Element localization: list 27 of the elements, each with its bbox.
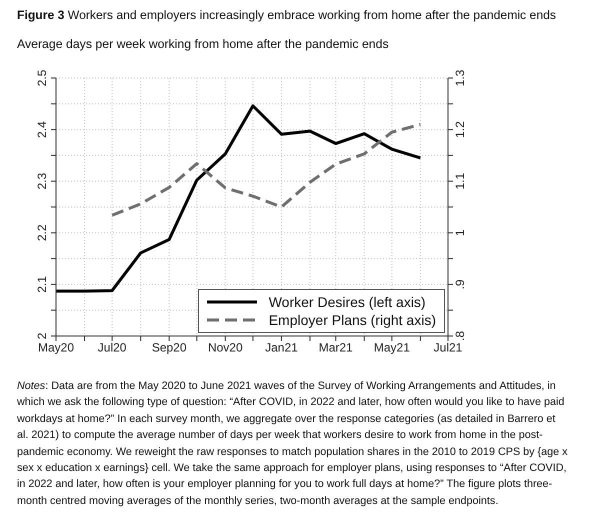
y2-tick-label: 1.2 — [453, 120, 467, 138]
y-tick-label: 2.4 — [35, 120, 49, 138]
x-tick-label: Nov20 — [208, 340, 243, 355]
chart-subtitle: Average days per week working from home after the pandemic ends — [17, 37, 389, 51]
y2-tick-label: .8 — [453, 330, 467, 342]
y-tick-label: 2.1 — [35, 276, 49, 293]
legend-label: Worker Desires (left axis) — [268, 294, 426, 310]
x-tick-label: Sep20 — [152, 340, 187, 355]
text: Notes: Data are from the May 2020 to June 2021 waves of the Survey of Working Arrangements and Attitudes, in which we ask the following type of question: “After COVID, in 2022 and later, how often would you like to have paid workdays at home?” In each survey month, we aggregate over the response categories (as detailed in Barrero et al. 2021) to compute the average number of days per week that workers desire to work from home in the post-pandemic economy. We reweight the raw responses to match population shares in the 2010 to 2019 CPS by {age x sex x education x earnings} cell. We take the same approach for employer plans, using responses to “After COVID, in 2022 and later, how often is your employer planning for you to work full days at home?” The figure plots three-month centred moving averages of the monthly series, two-month averages at the sample endpoints. — [17, 380, 568, 507]
x-tick-label: Jul21 — [434, 340, 463, 355]
x-tick-label: Mar21 — [318, 340, 354, 355]
y2-tick-label: 1.1 — [453, 172, 467, 190]
x-tick-label: May20 — [38, 340, 74, 355]
y2-tick-label: .9 — [453, 279, 467, 290]
y2-tick-label: 1 — [453, 229, 467, 236]
y-tick-label: 2 — [35, 332, 49, 340]
x-tick-label: Jan21 — [265, 340, 298, 355]
legend-label: Employer Plans (right axis) — [268, 312, 436, 328]
y2-tick-label: 1.3 — [453, 69, 467, 86]
line-series — [56, 104, 422, 293]
x-tick-label: Jul20 — [98, 340, 127, 355]
y-tick-label: 2.2 — [35, 224, 49, 242]
line-series — [110, 122, 422, 217]
y-tick-label: 2.3 — [35, 172, 49, 190]
x-tick-label: May21 — [374, 340, 410, 355]
y-tick-label: 2.5 — [35, 69, 49, 86]
chart-title: Figure 3 Workers and employers increasingly embrace working from home after the pandemic ends — [17, 8, 556, 22]
